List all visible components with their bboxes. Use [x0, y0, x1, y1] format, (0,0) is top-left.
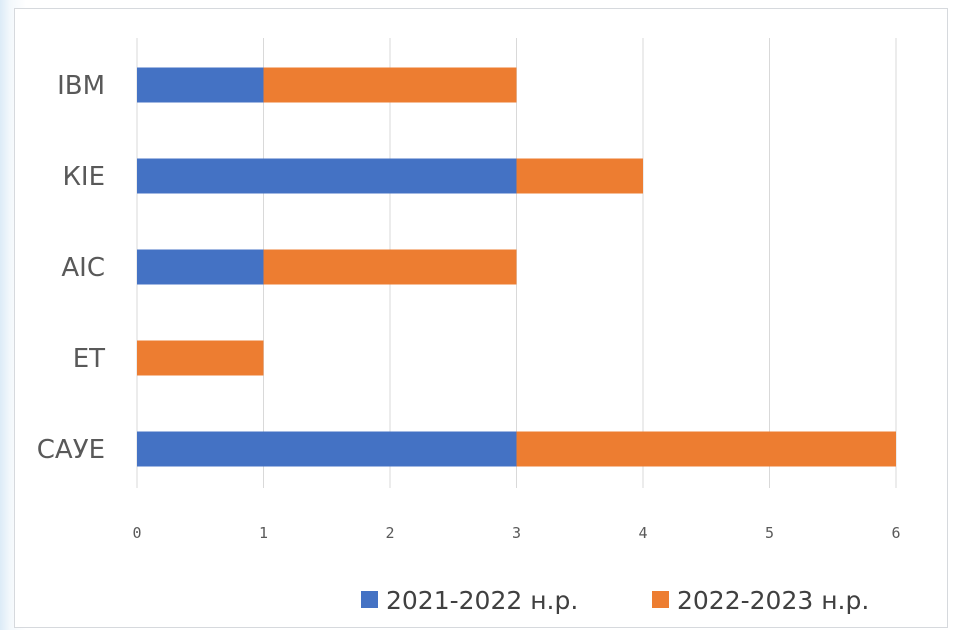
bar-ЕТ-series-2: [137, 340, 264, 376]
bars: [137, 67, 896, 467]
bar-IBM-series-2: [263, 67, 517, 103]
bar-САУЕ-series-2: [516, 431, 896, 467]
category-label: ЕТ: [73, 344, 105, 374]
legend: 2021-2022 н.р. 2022-2023 н.р.: [361, 586, 869, 615]
legend-label-series-2: 2022-2023 н.р.: [677, 586, 869, 615]
x-tick-labels: 0 1 2 3 4 5 6: [132, 524, 900, 542]
bar-КІЕ-series-1: [137, 158, 517, 194]
bar-IBM-series-1: [137, 67, 264, 103]
category-label: IBM: [57, 71, 105, 101]
x-tick-label: 2: [385, 524, 394, 542]
category-label: АІС: [61, 253, 105, 283]
bar-АІС-series-2: [263, 249, 517, 285]
x-tick-label: 4: [638, 524, 647, 542]
x-tick-label: 1: [259, 524, 268, 542]
legend-swatch-series-2: [652, 591, 669, 608]
legend-label-series-1: 2021-2022 н.р.: [386, 586, 578, 615]
legend-swatch-series-1: [361, 591, 378, 608]
x-tick-label: 6: [891, 524, 900, 542]
bar-КІЕ-series-2: [516, 158, 643, 194]
x-tick-label: 3: [512, 524, 521, 542]
x-tick-label: 0: [132, 524, 141, 542]
category-label: КІЕ: [62, 162, 105, 192]
category-labels: IBM КІЕ АІС ЕТ САУЕ: [37, 71, 105, 465]
category-label: САУЕ: [37, 435, 105, 465]
chart-frame: [14, 8, 948, 628]
x-tick-label: 5: [765, 524, 774, 542]
bar-АІС-series-1: [137, 249, 264, 285]
bar-САУЕ-series-1: [137, 431, 517, 467]
